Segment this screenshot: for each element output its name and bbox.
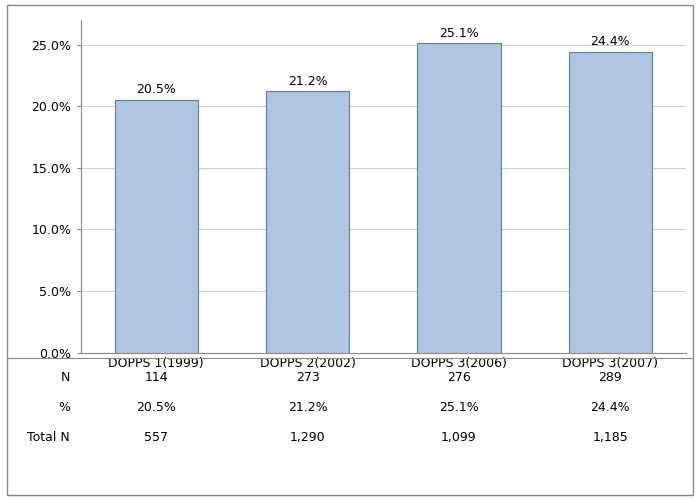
Text: 1,099: 1,099 [441,431,477,444]
Text: 21.2%: 21.2% [288,401,328,414]
Bar [568,52,652,352]
Text: 21.2%: 21.2% [288,74,328,88]
Text: 24.4%: 24.4% [591,401,630,414]
Text: 20.5%: 20.5% [136,84,176,96]
Text: Total N: Total N [27,431,70,444]
Text: 25.1%: 25.1% [439,401,479,414]
Text: 20.5%: 20.5% [136,401,176,414]
Text: N: N [61,371,70,384]
Text: %: % [58,401,70,414]
Text: 25.1%: 25.1% [439,26,479,40]
Text: 1,185: 1,185 [592,431,628,444]
Text: 289: 289 [598,371,622,384]
Text: 273: 273 [295,371,319,384]
Bar [417,44,500,352]
Bar [266,92,349,352]
Text: 1,290: 1,290 [290,431,326,444]
Text: 114: 114 [144,371,168,384]
Bar [115,100,198,352]
Text: 276: 276 [447,371,471,384]
Text: 557: 557 [144,431,168,444]
Text: 24.4%: 24.4% [591,36,630,49]
